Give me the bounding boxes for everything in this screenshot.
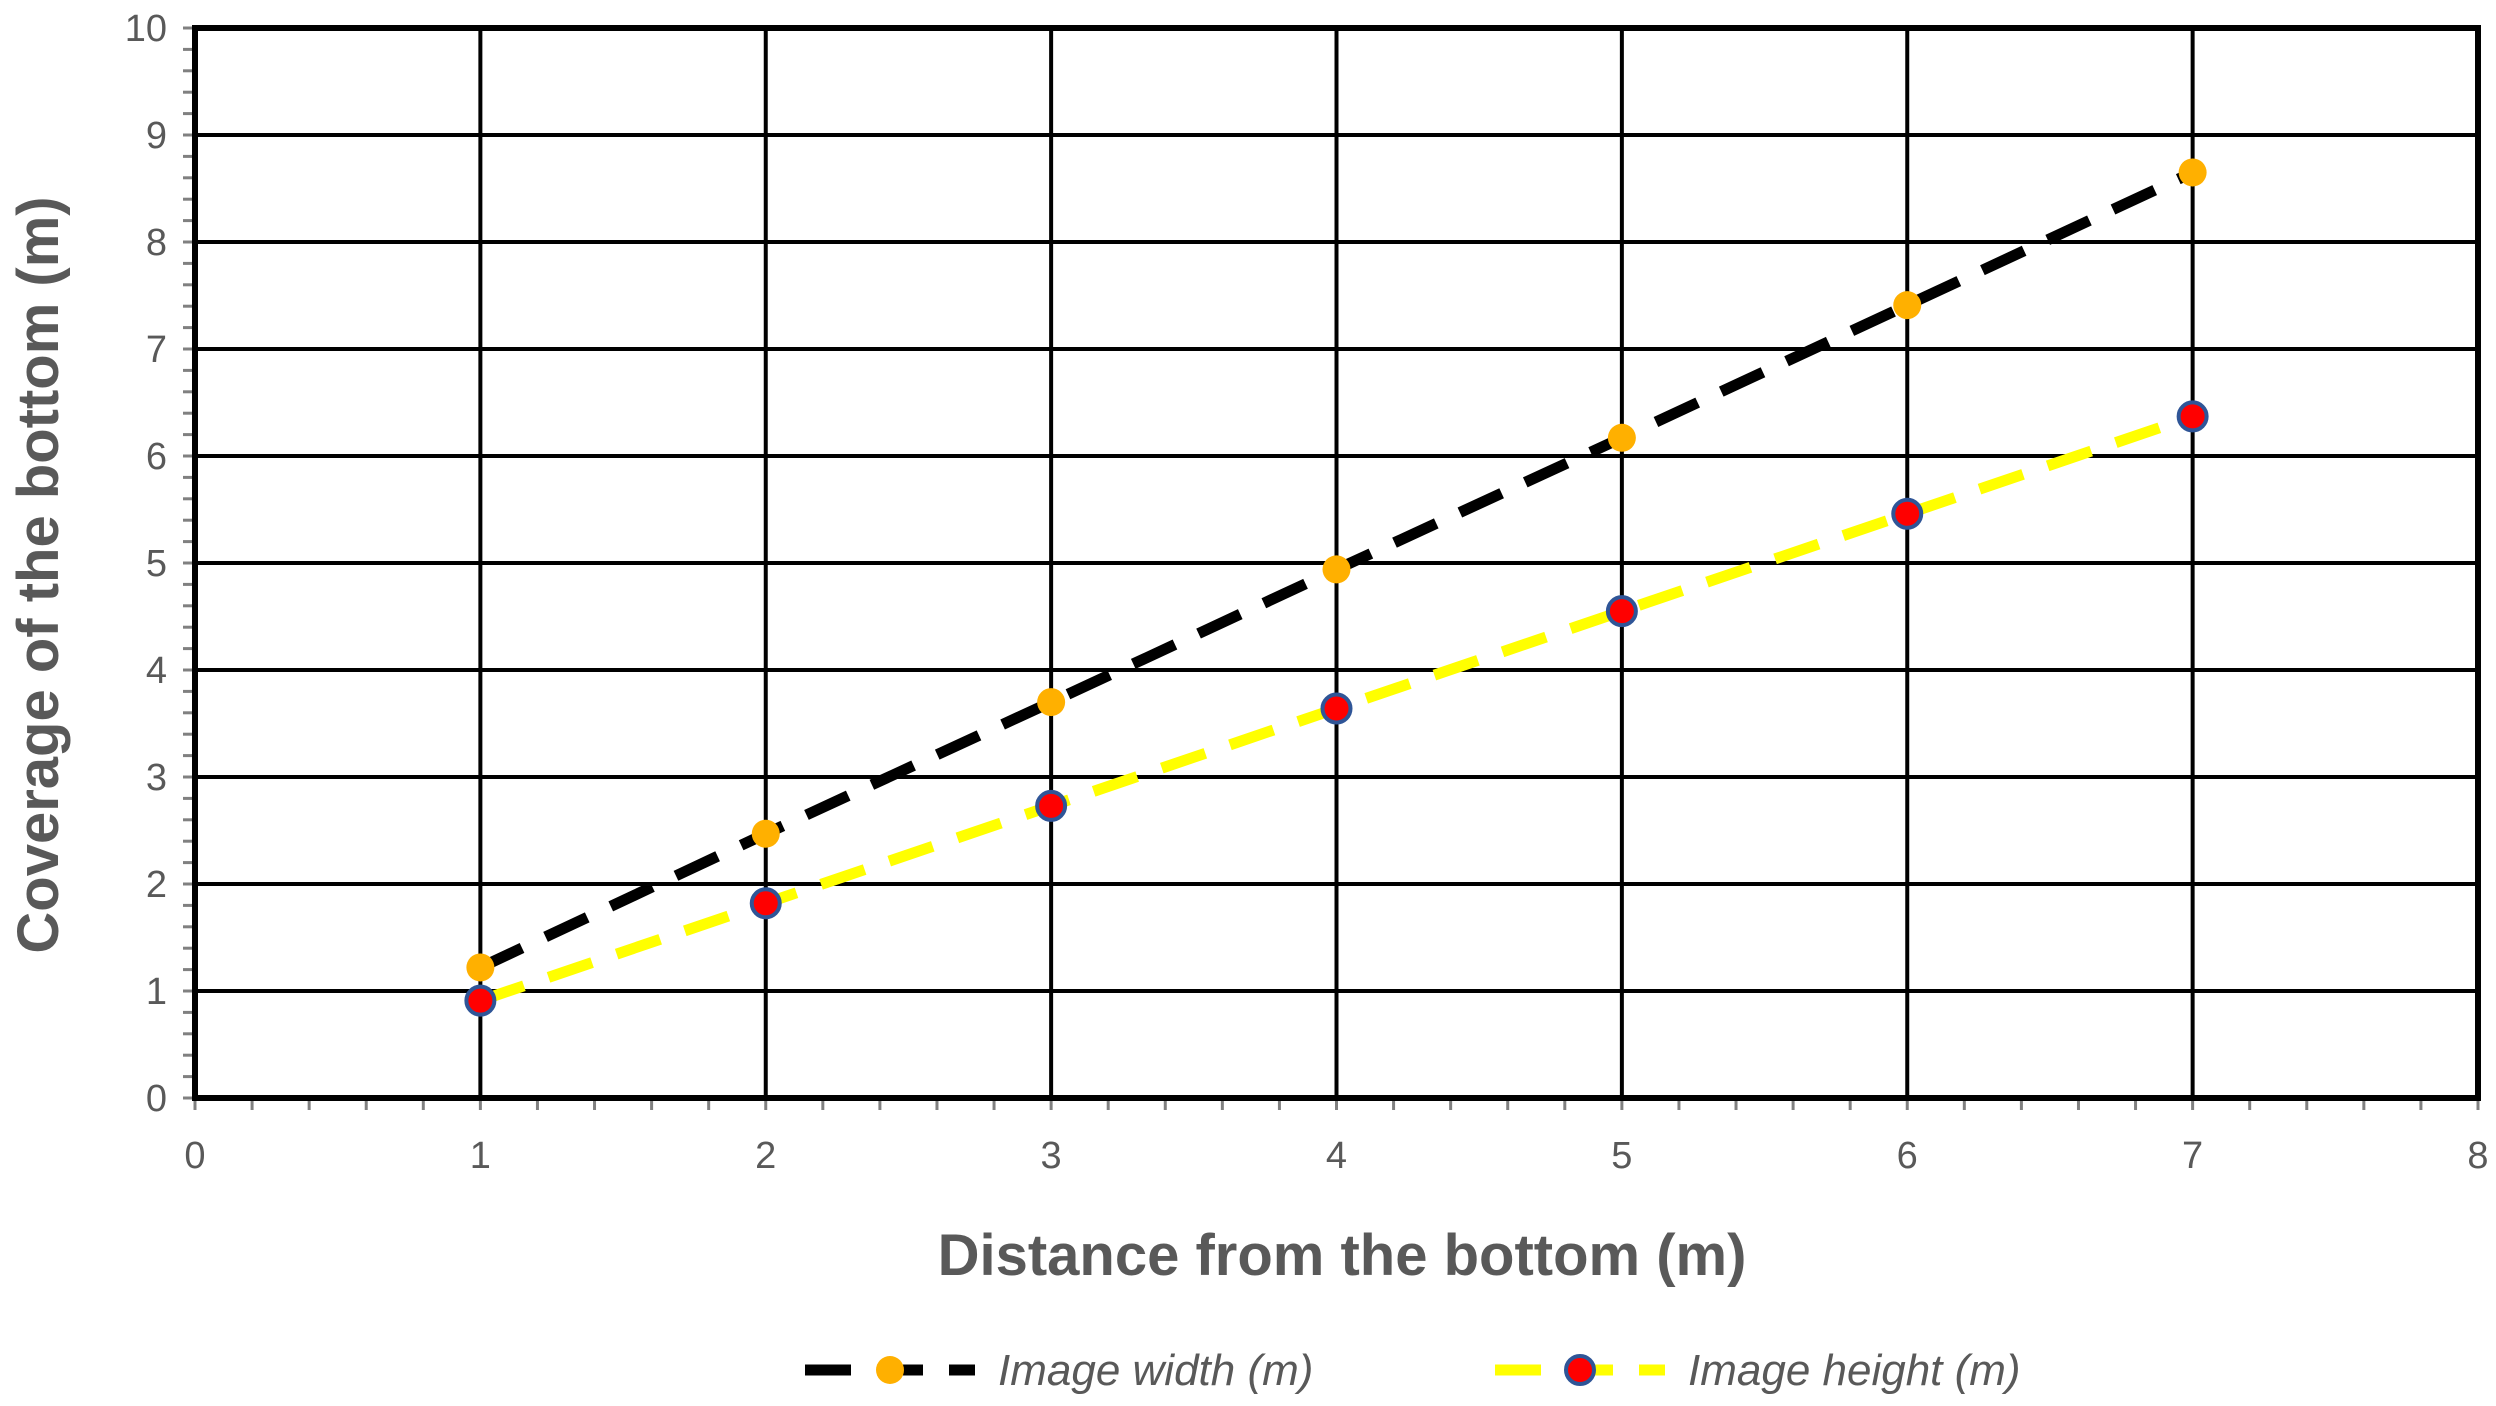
y-tick-label: 8: [146, 222, 167, 264]
data-point: [1322, 555, 1351, 584]
x-tick-label: 6: [1897, 1135, 1918, 1177]
legend-label: Image width (m): [998, 1346, 1313, 1395]
y-tick-label: 4: [146, 650, 167, 692]
legend-label: Image height (m): [1688, 1346, 2021, 1395]
x-tick-label: 5: [1611, 1135, 1632, 1177]
x-tick-label: 8: [2467, 1135, 2488, 1177]
data-point: [2178, 158, 2207, 187]
y-tick-label: 7: [146, 329, 167, 371]
y-tick-label: 10: [125, 8, 167, 50]
data-point: [751, 819, 780, 848]
legend-entry: Image width (m): [805, 1346, 1313, 1395]
legend-swatch-marker: [1564, 1354, 1596, 1386]
legend-swatch-marker: [876, 1356, 904, 1384]
grid: [183, 26, 2480, 1110]
x-tick-label: 2: [755, 1135, 776, 1177]
data-point: [464, 984, 497, 1017]
data-point: [1605, 595, 1638, 628]
y-tick-label: 6: [146, 436, 167, 478]
data-point: [1037, 688, 1066, 717]
y-tick-label: 5: [146, 543, 167, 585]
data-point: [1607, 423, 1636, 452]
y-axis-title: Coverage of the bottom (m): [6, 196, 71, 953]
legend-entry: Image height (m): [1495, 1346, 2021, 1395]
series-1: [466, 158, 2207, 982]
x-axis-title: Distance from the bottom (m): [938, 1223, 1747, 1288]
y-tick-label: 9: [146, 115, 167, 157]
x-tick-label: 3: [1041, 1135, 1062, 1177]
y-tick-label: 1: [146, 971, 167, 1013]
x-tick-label: 1: [470, 1135, 491, 1177]
data-point: [2176, 400, 2209, 433]
plot-series: [464, 158, 2209, 1017]
y-tick-label: 0: [146, 1078, 167, 1120]
x-tick-label: 7: [2182, 1135, 2203, 1177]
data-point: [1320, 692, 1353, 725]
data-point: [1891, 497, 1924, 530]
plot-border: [192, 25, 2481, 1101]
legend: Image width (m) Image height (m): [805, 1346, 2021, 1395]
data-point: [1035, 789, 1068, 822]
data-point: [466, 953, 495, 982]
x-tick-label: 4: [1326, 1135, 1347, 1177]
series-2: [464, 400, 2209, 1017]
y-tick-label: 2: [146, 864, 167, 906]
data-point: [749, 887, 782, 920]
x-tick-label: 0: [184, 1135, 205, 1177]
tick-labels: 0 1 2 3 4 5 6 7 8 0 1 2 3 4 5 6 7 8 9 10: [125, 8, 2489, 1177]
data-point: [1893, 291, 1922, 320]
y-tick-label: 3: [146, 757, 167, 799]
